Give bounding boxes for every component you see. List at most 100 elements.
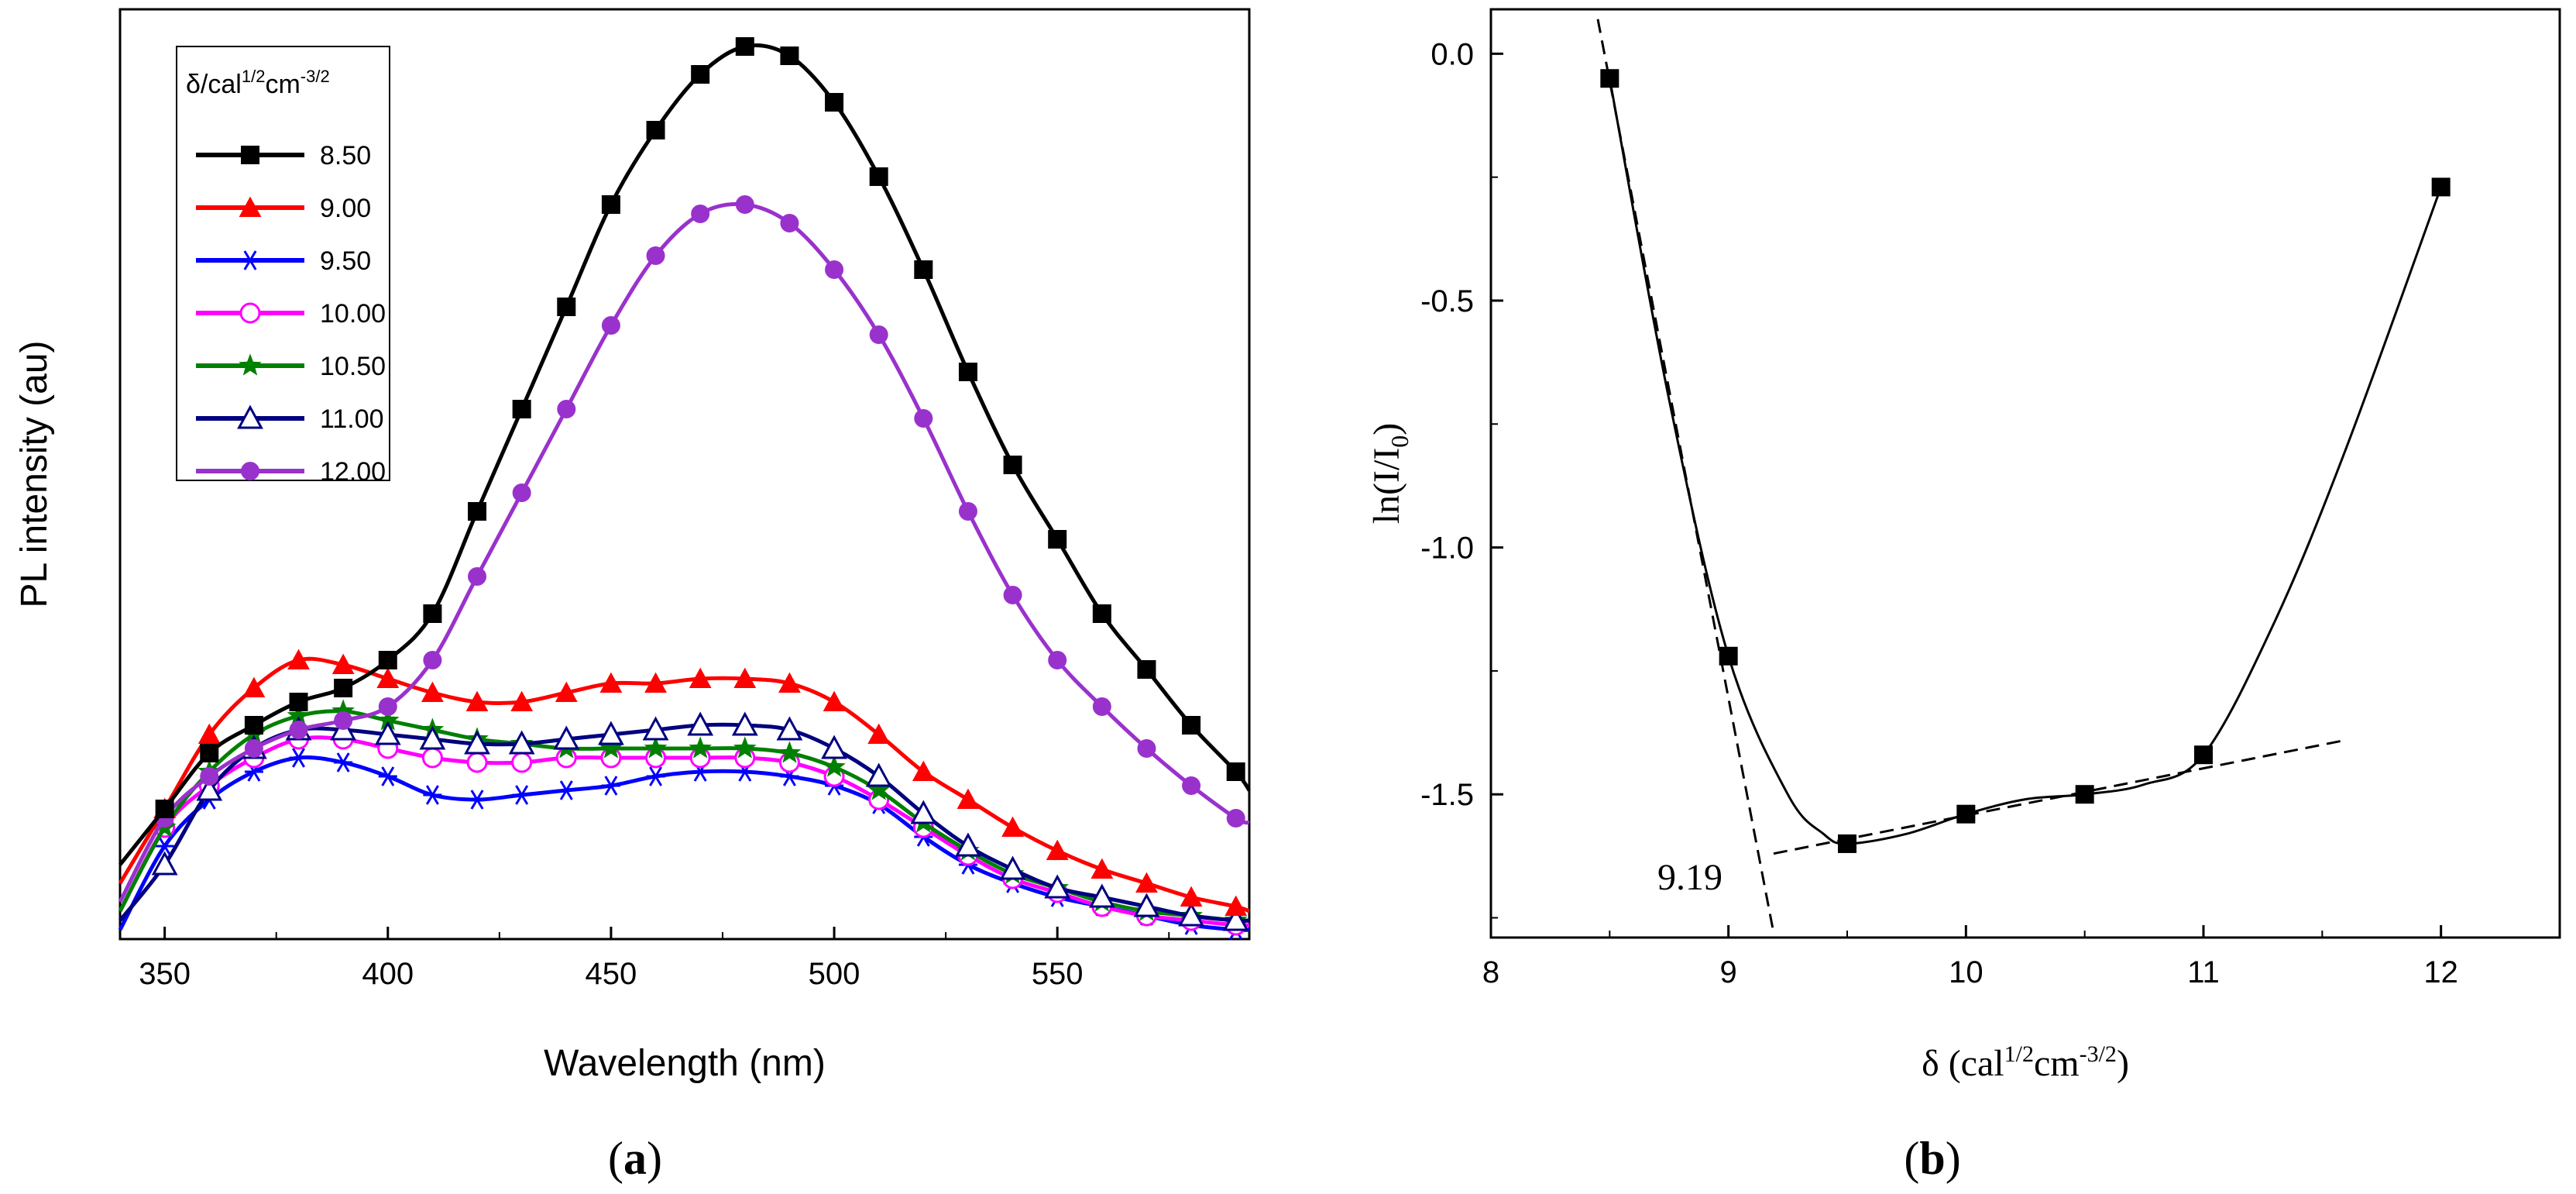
point-11.00-450 [597,721,624,745]
data-point [1600,69,1619,88]
panel-a-legend: δ/cal1/2cm-3/2 8.50 9.00 9.50 10.00 10.50 11.… [176,46,390,487]
point-11.00-540 [999,855,1026,880]
panel-b-lines [1596,19,2443,933]
point-12.00-380 [289,721,308,739]
point-9.50-410 [423,785,442,805]
point-9.50-440 [557,780,576,800]
point-9.00-450 [599,672,623,693]
legend-label: 10.50 [320,352,386,381]
point-8.50-440 [557,298,576,316]
point-9.00-480 [733,667,757,688]
point-8.50-590 [1226,762,1245,781]
point-9.00-530 [957,788,980,809]
point-10.00-420 [466,752,488,773]
point-11.00-350 [151,851,178,876]
point-8.50-430 [512,400,531,418]
point-12.00-430 [512,483,531,502]
series-9.00 [118,649,1250,916]
point-10.50-470 [689,736,712,759]
panel-b-ticks: 8 9 10 11 12 0.0 -0.5 -1.0 -1.5 [1420,37,2458,989]
point-11.00-470 [687,711,714,736]
point-11.00-570 [1133,893,1160,917]
point-9.50-460 [646,766,665,786]
point-9.50-400 [378,766,397,786]
point-8.50-460 [646,121,665,139]
point-9.00-500 [823,690,846,711]
point-10.50-480 [733,736,757,759]
series-line-11.00 [118,722,1250,923]
point-8.50-380 [289,693,308,711]
point-12.00-530 [958,502,977,521]
panel-a-label: (a) [608,1133,662,1184]
point-9.00-510 [867,723,891,744]
data-point [2431,177,2451,197]
legend-label: 9.50 [320,246,371,276]
point-8.50-370 [244,716,263,735]
point-8.50-540 [1003,456,1022,474]
point-8.50-560 [1092,604,1111,623]
point-10.00-410 [421,747,443,769]
panel-a-plot-frame [118,8,1251,941]
point-12.00-420 [468,567,487,586]
point-12.00-440 [557,400,576,418]
point-11.00-550 [1044,874,1071,899]
point-8.50-350 [155,800,174,818]
legend-title: δ/cal1/2cm-3/2 [186,67,330,99]
data-point [1956,804,1976,824]
point-9.00-470 [689,667,712,688]
point-10.50-510 [867,778,891,800]
panel-b: 8 9 10 11 12 0.0 -0.5 -1.0 -1.5 9.19 δ (cal1/2cm… [1366,8,2561,1184]
x-tick-label: 11 [2187,955,2220,989]
point-9.00-400 [376,667,400,688]
point-8.50-390 [334,679,353,697]
legend-marker [241,146,259,164]
point-12.00-400 [378,697,397,716]
point-12.00-540 [1003,586,1022,604]
point-11.00-480 [731,711,758,736]
point-11.00-560 [1088,883,1115,908]
point-8.50-360 [200,744,219,762]
data-point [1838,834,1856,853]
x-tick-label: 400 [362,957,414,991]
point-9.00-410 [421,681,444,702]
point-9.00-430 [510,690,534,711]
data-point [2075,785,2094,804]
legend-item-11.00: 11.00 [196,404,384,434]
legend-item-8.50: 8.50 [196,141,371,170]
panel-b-points [1600,69,2451,853]
point-12.00-560 [1092,697,1111,716]
point-10.50-500 [823,755,846,777]
x-tick-label: 450 [586,957,637,991]
legend-box [176,46,390,481]
point-12.00-580 [1182,776,1201,795]
legend-marker [239,302,261,324]
point-12.00-520 [914,409,933,428]
point-9.00-490 [778,672,801,693]
point-8.50-510 [869,167,888,186]
point-10.50-490 [778,741,802,763]
point-9.00-380 [287,649,310,669]
point-8.50-570 [1137,660,1156,679]
point-9.00-390 [331,653,355,674]
legend-item-9.50: 9.50 [196,246,371,276]
point-11.00-520 [910,800,937,824]
point-10.50-390 [331,699,355,721]
point-9.00-590 [1224,895,1248,916]
point-12.00-490 [780,214,799,232]
point-12.00-360 [200,767,219,786]
point-9.00-360 [197,723,221,744]
series-8.50 [118,37,1252,866]
point-9.50-350 [155,836,174,856]
point-9.00-420 [465,690,489,711]
point-12.00-370 [244,739,263,758]
annotation-9-19: 9.19 [1657,857,1722,898]
point-8.50-480 [735,37,754,56]
point-12.00-480 [735,195,754,214]
point-8.50-400 [378,651,397,669]
point-8.50-530 [958,363,977,381]
point-11.00-460 [642,716,669,741]
series-11.00 [118,711,1250,931]
point-10.50-400 [376,708,400,731]
point-11.00-500 [821,735,847,759]
point-11.00-490 [776,716,803,741]
